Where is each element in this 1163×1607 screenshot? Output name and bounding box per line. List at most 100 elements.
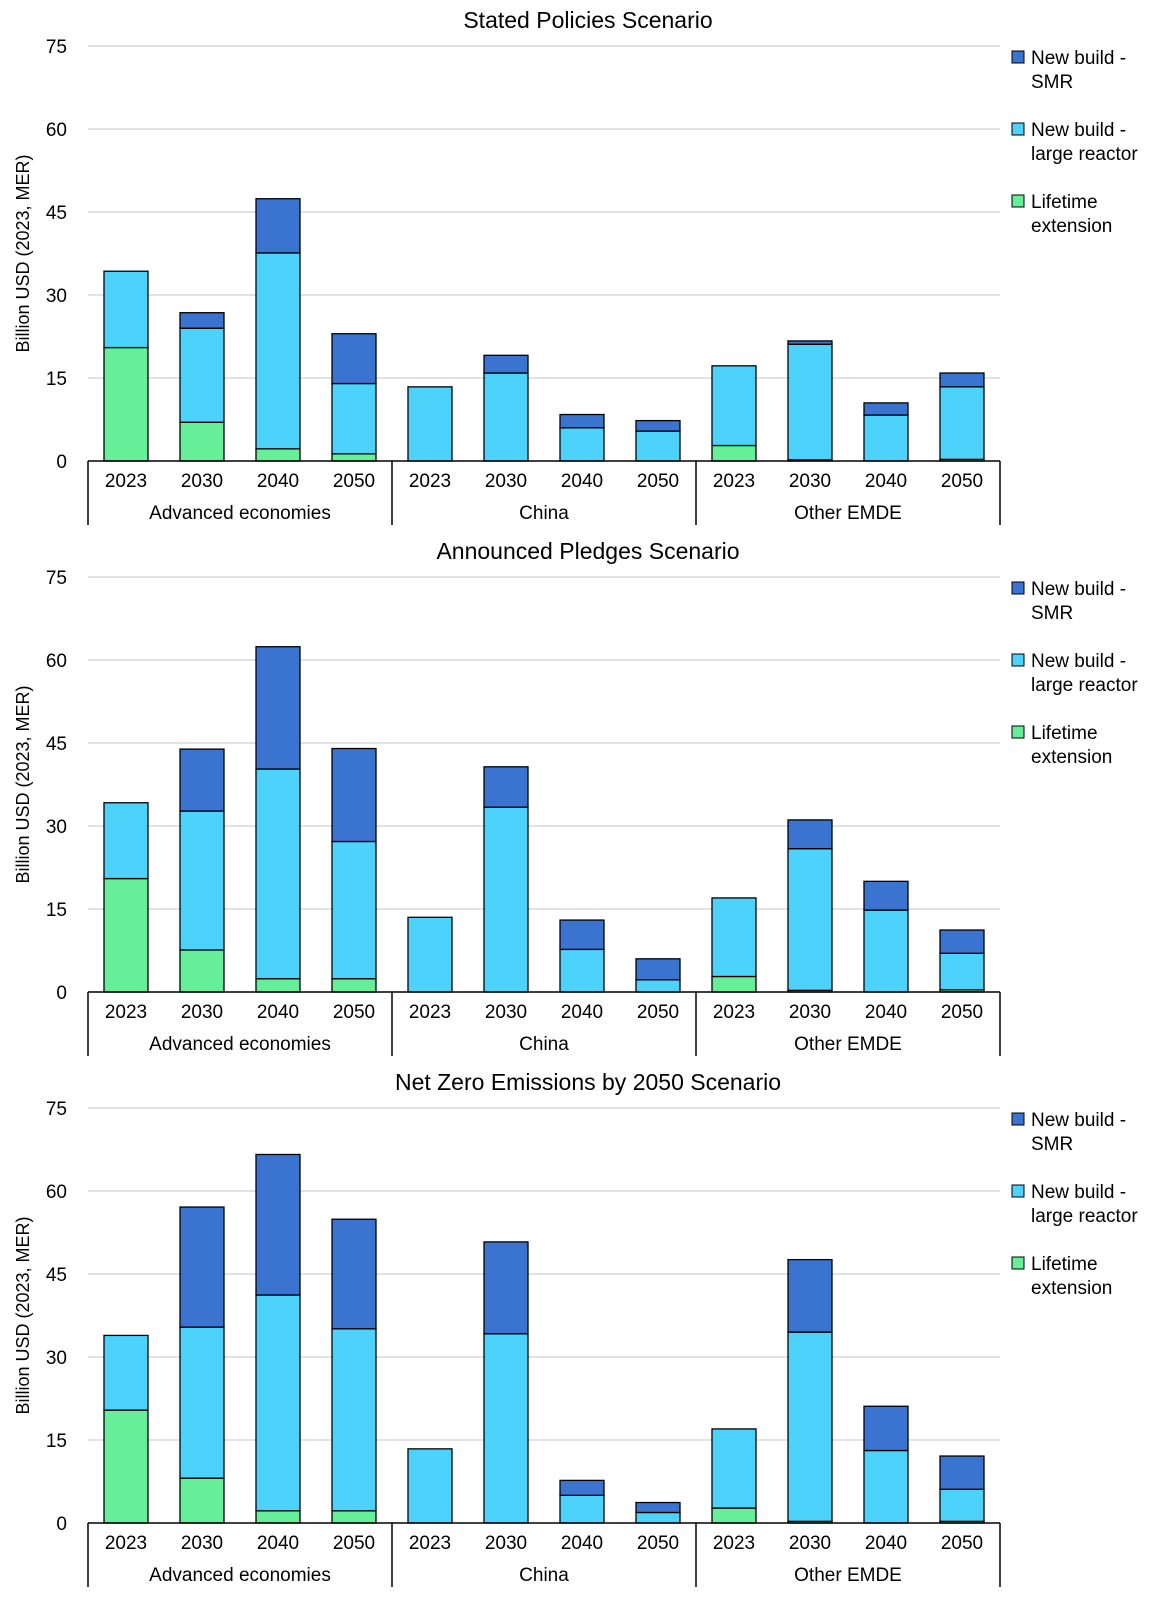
y-tick-label: 45 xyxy=(46,734,67,755)
legend-swatch xyxy=(1011,122,1025,136)
bar-segment xyxy=(635,430,681,462)
x-group-label: Other EMDE xyxy=(794,503,902,524)
bar-segment xyxy=(103,1334,149,1411)
x-tick-label: 2030 xyxy=(181,1002,223,1023)
x-tick-label: 2030 xyxy=(789,1533,831,1554)
x-tick-label: 2030 xyxy=(789,1002,831,1023)
x-tick-label: 2050 xyxy=(941,1533,983,1554)
x-group-label: Advanced economies xyxy=(149,503,331,524)
bar-segment xyxy=(331,747,377,843)
bar-segment xyxy=(103,802,149,880)
bar-segment xyxy=(179,421,225,462)
bar-segment xyxy=(179,949,225,993)
bar-segment xyxy=(255,1153,301,1296)
bar-segment xyxy=(331,453,377,462)
bar-segment xyxy=(787,819,833,850)
x-group-label: China xyxy=(519,1034,569,1055)
x-tick-label: 2040 xyxy=(865,1002,907,1023)
chart-title: Stated Policies Scenario xyxy=(463,7,712,33)
bar-segment xyxy=(331,333,377,385)
bar-segment xyxy=(255,978,301,993)
bar-segment xyxy=(787,343,833,461)
x-tick-label: 2030 xyxy=(485,471,527,492)
x-tick-label: 2023 xyxy=(105,1002,147,1023)
x-tick-label: 2040 xyxy=(561,1533,603,1554)
bar-segment xyxy=(711,444,757,462)
bar-segment xyxy=(863,402,909,416)
bar-segment xyxy=(939,952,985,991)
bar-segment xyxy=(179,327,225,423)
bar-segment xyxy=(635,979,681,993)
bar-segment xyxy=(255,1294,301,1512)
bar-segment xyxy=(407,1448,453,1524)
bar-segment xyxy=(331,978,377,993)
x-tick-label: 2050 xyxy=(637,471,679,492)
y-tick-label: 30 xyxy=(46,817,67,838)
legend-label: Lifetime extension xyxy=(1031,723,1112,768)
x-group-label: Advanced economies xyxy=(149,1565,331,1586)
x-tick-label: 2040 xyxy=(561,1002,603,1023)
legend-label: New build -large reactor xyxy=(1031,1182,1138,1227)
x-group-label: China xyxy=(519,503,569,524)
x-tick-label: 2040 xyxy=(865,471,907,492)
legend-swatch xyxy=(1011,194,1025,208)
y-tick-label: 30 xyxy=(46,286,67,307)
bar-segment xyxy=(103,346,149,462)
bar-segment xyxy=(483,372,529,462)
x-tick-label: 2030 xyxy=(181,1533,223,1554)
bar-segment xyxy=(331,1328,377,1512)
bar-segment xyxy=(559,427,605,462)
x-tick-label: 2050 xyxy=(333,471,375,492)
y-tick-label: 75 xyxy=(46,568,67,589)
y-tick-label: 0 xyxy=(56,452,67,473)
bar-segment xyxy=(331,1218,377,1330)
x-tick-label: 2040 xyxy=(257,471,299,492)
x-tick-label: 2050 xyxy=(333,1002,375,1023)
y-tick-label: 60 xyxy=(46,1182,67,1203)
legend-label: New build -SMR xyxy=(1031,579,1126,624)
x-tick-label: 2050 xyxy=(637,1533,679,1554)
y-tick-label: 15 xyxy=(46,900,67,921)
bar-segment xyxy=(939,386,985,460)
legend-label: Lifetime extension xyxy=(1031,1254,1112,1299)
x-tick-label: 2023 xyxy=(105,471,147,492)
y-tick-label: 0 xyxy=(56,983,67,1004)
legend-swatch xyxy=(1011,1112,1025,1126)
legend-label: Lifetime extension xyxy=(1031,192,1112,237)
bar-segment xyxy=(331,1510,377,1524)
bar-segment xyxy=(711,975,757,993)
x-tick-label: 2050 xyxy=(333,1533,375,1554)
legend-swatch xyxy=(1011,1184,1025,1198)
x-tick-label: 2040 xyxy=(865,1533,907,1554)
bar-segment xyxy=(407,386,453,462)
chart-svg: Net Zero Emissions by 2050 Scenario Billi… xyxy=(13,1069,1138,1587)
y-tick-label: 60 xyxy=(46,651,67,672)
bar-segment xyxy=(483,1333,529,1524)
x-tick-label: 2023 xyxy=(409,471,451,492)
x-tick-label: 2030 xyxy=(181,471,223,492)
y-axis-label: Billion USD (2023, MER) xyxy=(13,1216,33,1414)
x-tick-label: 2023 xyxy=(713,1533,755,1554)
bar-segment xyxy=(255,646,301,770)
bar-segment xyxy=(483,1241,529,1335)
chart-title: Announced Pledges Scenario xyxy=(436,538,739,564)
y-tick-label: 0 xyxy=(56,1514,67,1535)
chart-panel-announced-pledges: Announced Pledges Scenario Billion USD (2… xyxy=(0,531,1163,1071)
x-tick-label: 2030 xyxy=(485,1002,527,1023)
bar-segment xyxy=(255,1510,301,1524)
y-tick-label: 30 xyxy=(46,1348,67,1369)
bar-segment xyxy=(179,748,225,812)
legend-label: New build -SMR xyxy=(1031,48,1126,93)
bar-segment xyxy=(331,840,377,980)
legend-swatch xyxy=(1011,725,1025,739)
x-tick-label: 2023 xyxy=(409,1002,451,1023)
bar-segment xyxy=(255,448,301,462)
bar-segment xyxy=(483,806,529,993)
bar-segment xyxy=(255,768,301,980)
x-tick-label: 2040 xyxy=(561,471,603,492)
x-tick-label: 2023 xyxy=(713,1002,755,1023)
y-tick-label: 45 xyxy=(46,203,67,224)
bar-segment xyxy=(635,419,681,432)
bar-segment xyxy=(711,897,757,978)
